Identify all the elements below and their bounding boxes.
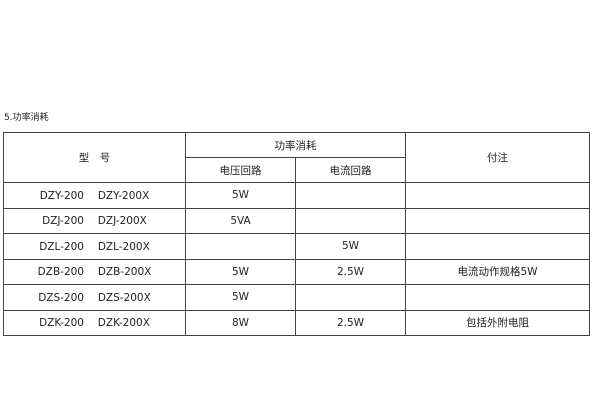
cell-voltage: 5W [185, 182, 296, 209]
cell-current: 5W [295, 233, 406, 260]
power-consumption-table: 型 号 功率消耗 付注 电压回路 电流回路 DZY-200 DZY-200X 5W… [3, 132, 590, 336]
cell-current: 2.5W [295, 309, 406, 336]
section-title: 5.功率消耗 [4, 113, 49, 123]
table-row: DZY-200 DZY-200X 5W [3, 182, 590, 209]
cell-voltage: 5VA [185, 207, 296, 234]
cell-model: DZB-200 DZB-200X [3, 258, 186, 285]
cell-note [405, 182, 590, 209]
cell-note [405, 284, 590, 311]
cell-current [295, 284, 406, 311]
cell-model: DZY-200 DZY-200X [3, 182, 186, 209]
cell-voltage: 5W [185, 284, 296, 311]
table-row: DZS-200 DZS-200X 5W [3, 284, 590, 311]
header-current: 电流回路 [295, 157, 406, 183]
cell-note: 包括外附电阻 [405, 309, 590, 336]
header-power: 功率消耗 [185, 132, 406, 158]
cell-current: 2.5W [295, 258, 406, 285]
table-row: DZL-200 DZL-200X 5W [3, 233, 590, 260]
cell-model: DZK-200 DZK-200X [3, 309, 186, 336]
header-voltage: 电压回路 [185, 157, 296, 183]
cell-model: DZS-200 DZS-200X [3, 284, 186, 311]
header-model: 型 号 [3, 132, 186, 183]
cell-voltage: 5W [185, 258, 296, 285]
header-note: 付注 [405, 132, 590, 183]
cell-voltage: 8W [185, 309, 296, 336]
cell-model: DZL-200 DZL-200X [3, 233, 186, 260]
cell-current [295, 182, 406, 209]
cell-note: 电流动作规格5W [405, 258, 590, 285]
cell-voltage [185, 233, 296, 260]
table-row: DZB-200 DZB-200X 5W 2.5W 电流动作规格5W [3, 258, 590, 285]
table-row: DZJ-200 DZJ-200X 5VA [3, 207, 590, 234]
cell-note [405, 207, 590, 234]
cell-model: DZJ-200 DZJ-200X [3, 207, 186, 234]
cell-note [405, 233, 590, 260]
table-row: DZK-200 DZK-200X 8W 2.5W 包括外附电阻 [3, 309, 590, 336]
cell-current [295, 207, 406, 234]
